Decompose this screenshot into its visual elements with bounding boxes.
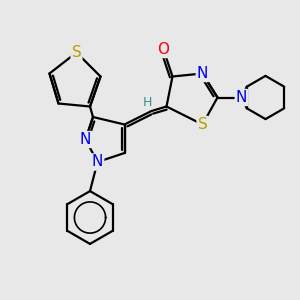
Text: H: H bbox=[142, 95, 152, 109]
Text: S: S bbox=[198, 117, 207, 132]
Text: N: N bbox=[197, 66, 208, 81]
Text: N: N bbox=[92, 154, 103, 169]
Text: S: S bbox=[72, 45, 81, 60]
Text: N: N bbox=[236, 90, 247, 105]
Text: N: N bbox=[80, 132, 91, 147]
Text: O: O bbox=[158, 42, 169, 57]
